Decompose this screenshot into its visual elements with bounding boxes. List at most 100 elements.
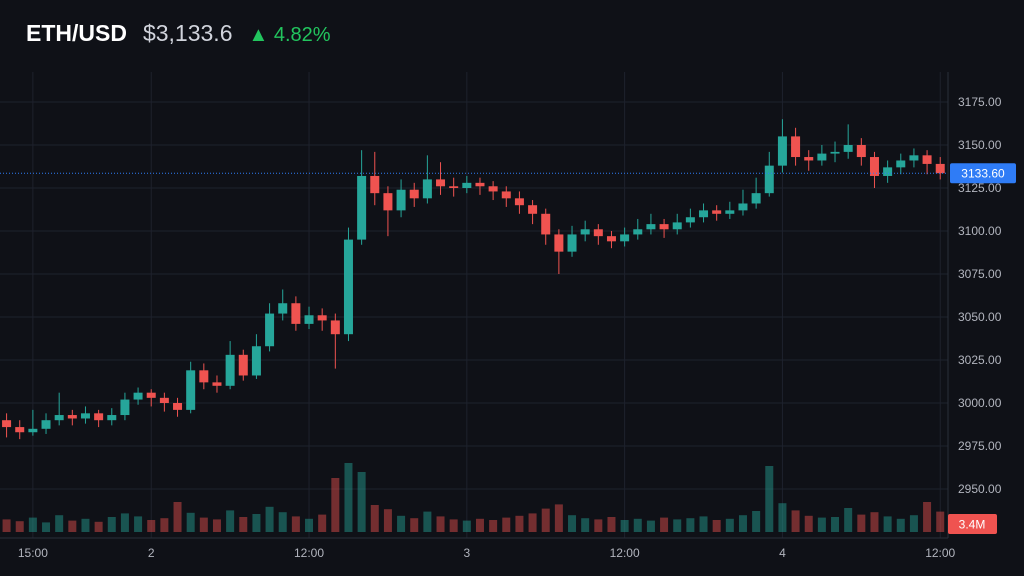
volume-bar bbox=[120, 513, 129, 532]
candle-body bbox=[935, 163, 945, 174]
candle-body bbox=[212, 382, 222, 386]
x-tick-label: 12:00 bbox=[610, 546, 640, 560]
up-arrow-icon: ▲ bbox=[248, 24, 269, 46]
volume-bar bbox=[15, 521, 24, 532]
candle-body bbox=[593, 229, 603, 237]
candle-body bbox=[751, 193, 761, 204]
volume-bar bbox=[554, 504, 563, 532]
candle-body bbox=[580, 229, 590, 235]
volume-bar bbox=[594, 519, 603, 532]
symbol: ETH/USD bbox=[26, 20, 127, 46]
candle-body bbox=[225, 354, 235, 386]
candle-body bbox=[725, 210, 735, 214]
volume-bar bbox=[909, 515, 918, 532]
candle-body bbox=[869, 157, 879, 176]
candle-body bbox=[409, 189, 419, 199]
volume-bar bbox=[134, 516, 143, 532]
candle-body bbox=[15, 427, 25, 433]
volume-bar bbox=[81, 518, 90, 532]
candle-body bbox=[462, 182, 472, 188]
volume-bar bbox=[94, 521, 103, 532]
volume-bar bbox=[646, 520, 655, 532]
volume-bar bbox=[738, 515, 747, 532]
volume-bar bbox=[28, 517, 37, 532]
volume-bar bbox=[212, 519, 221, 532]
candle-body bbox=[265, 313, 275, 347]
x-tick-label: 12:00 bbox=[925, 546, 955, 560]
volume-bar bbox=[449, 519, 458, 532]
candle-body bbox=[28, 428, 38, 433]
volume-bar bbox=[502, 517, 511, 532]
candle-body bbox=[922, 155, 932, 164]
candle-body bbox=[830, 151, 840, 154]
volume-bar bbox=[607, 517, 616, 532]
volume-bar bbox=[107, 517, 116, 532]
candle-body bbox=[554, 234, 564, 252]
y-tick-label: 3150.00 bbox=[958, 138, 1002, 152]
volume-bar bbox=[778, 503, 787, 532]
volume-bar bbox=[2, 519, 11, 532]
volume-bar bbox=[226, 510, 235, 532]
volume-bar bbox=[923, 502, 932, 532]
volume-bar bbox=[199, 517, 208, 532]
last-volume-badge bbox=[948, 514, 997, 534]
candle-body bbox=[646, 224, 656, 230]
candle-body bbox=[909, 155, 919, 161]
candle-body bbox=[120, 399, 130, 416]
volume-bar bbox=[581, 518, 590, 532]
candle-body bbox=[199, 370, 209, 383]
volume-bar bbox=[344, 463, 353, 532]
y-tick-label: 3175.00 bbox=[958, 95, 1002, 109]
price-change: ▲ 4.82% bbox=[248, 24, 330, 47]
candle-body bbox=[2, 420, 12, 428]
volume-bar bbox=[68, 520, 77, 532]
candle-body bbox=[672, 222, 682, 230]
volume-bar bbox=[462, 520, 471, 532]
candle-body bbox=[488, 186, 498, 192]
volume-bar bbox=[896, 518, 905, 532]
x-tick-label: 15:00 bbox=[18, 546, 48, 560]
volume-bar bbox=[331, 478, 340, 532]
candle-body bbox=[94, 413, 104, 421]
candle-body bbox=[606, 236, 616, 242]
volume-bar bbox=[160, 518, 169, 532]
y-tick-label: 2950.00 bbox=[958, 482, 1002, 496]
last-volume-label: 3.4M bbox=[959, 518, 986, 532]
candle-body bbox=[685, 217, 695, 223]
candle-body bbox=[896, 160, 906, 168]
candle-body bbox=[541, 213, 551, 235]
volume-bar bbox=[817, 517, 826, 532]
candle-body bbox=[173, 403, 183, 410]
candle-body bbox=[383, 193, 393, 211]
volume-bar bbox=[712, 520, 721, 532]
volume-bar bbox=[515, 515, 524, 532]
candle-body bbox=[817, 153, 827, 161]
candle-body bbox=[804, 157, 814, 161]
volume-bar bbox=[725, 518, 734, 532]
candle-body bbox=[633, 229, 643, 235]
candle-body bbox=[396, 189, 406, 211]
candle-body bbox=[159, 397, 169, 403]
volume-bar bbox=[831, 517, 840, 532]
volume-bar bbox=[936, 511, 945, 532]
volume-bar bbox=[252, 514, 261, 532]
candle-body bbox=[67, 415, 77, 419]
volume-bar bbox=[305, 518, 314, 532]
x-tick-label: 2 bbox=[148, 546, 155, 560]
candle-body bbox=[238, 354, 248, 376]
volume-bar bbox=[804, 515, 813, 532]
y-tick-label: 3025.00 bbox=[958, 353, 1002, 367]
volume-bar bbox=[883, 516, 892, 532]
y-tick-label: 3050.00 bbox=[958, 310, 1002, 324]
candle-body bbox=[514, 198, 524, 206]
candle-body bbox=[699, 210, 709, 218]
candle-body bbox=[186, 370, 196, 410]
candle-body bbox=[357, 175, 367, 240]
candle-body bbox=[436, 179, 446, 187]
candle-body bbox=[370, 175, 380, 194]
ticker-header: ETH/USD $3,133.6 ▲ 4.82% bbox=[26, 20, 331, 47]
candle-body bbox=[883, 167, 893, 176]
volume-bar bbox=[686, 518, 695, 532]
volume-bar bbox=[752, 511, 761, 532]
